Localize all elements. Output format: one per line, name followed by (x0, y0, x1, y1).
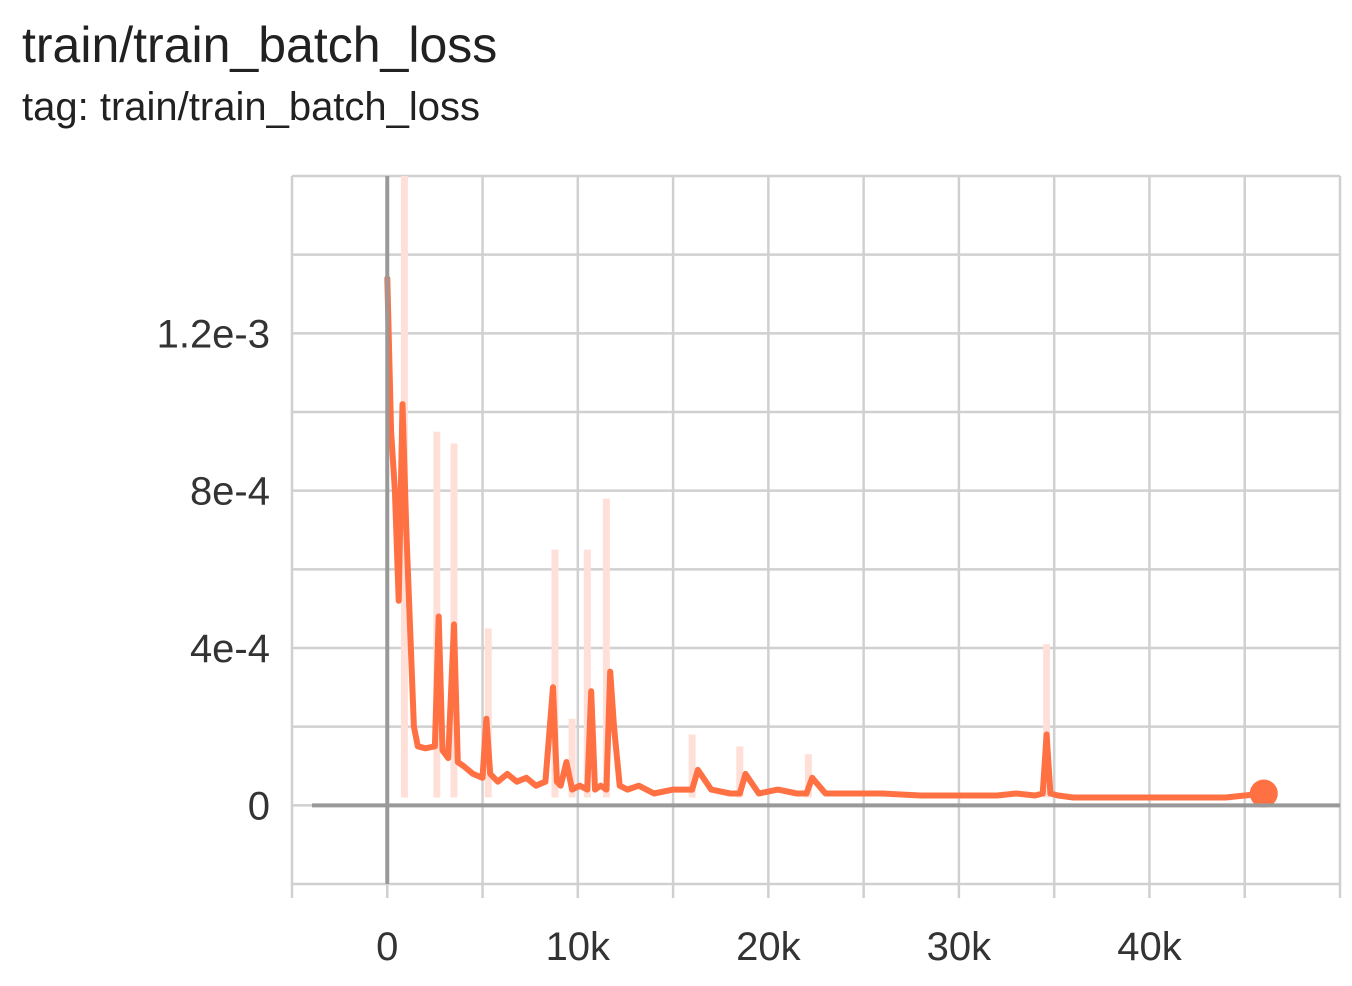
chart-title: train/train_batch_loss (22, 17, 498, 73)
y-tick-label: 0 (248, 784, 270, 828)
x-tick-label: 0 (376, 925, 398, 969)
y-tick-label: 1.2e-3 (157, 312, 270, 356)
chart-axes: 0 10k 20k 30k 40k 0 4e-4 8e-4 1.2e-3 (157, 176, 1340, 969)
chart-grid (290, 174, 1342, 898)
x-tick-label: 30k (927, 925, 992, 969)
x-tick-label: 20k (736, 925, 801, 969)
chart-subtitle: tag: train/train_batch_loss (22, 85, 481, 129)
last-point-marker (1249, 779, 1278, 808)
x-tick-label: 40k (1117, 925, 1182, 969)
x-tick-label: 10k (546, 925, 611, 969)
y-tick-label: 8e-4 (190, 470, 270, 514)
smoothed-line (384, 275, 1267, 801)
raw-series (400, 176, 1051, 798)
y-tick-label: 4e-4 (190, 627, 270, 671)
smoothed-series (384, 275, 1278, 808)
